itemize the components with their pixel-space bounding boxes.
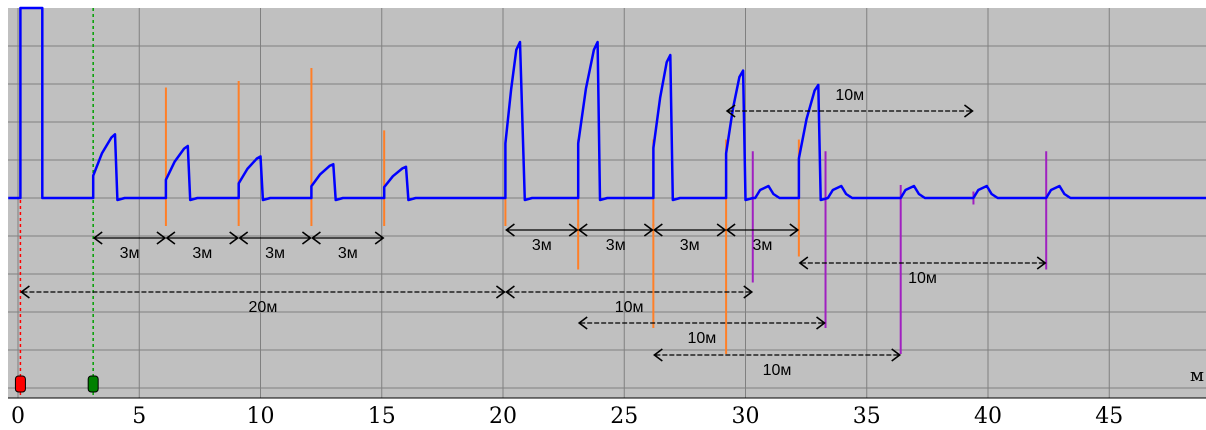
arrow-head-right <box>1036 256 1047 270</box>
x-tick-label: 5 <box>132 404 146 429</box>
distance-label: 3м <box>120 245 140 262</box>
grid <box>8 8 1206 398</box>
distance-label: 3м <box>192 245 212 262</box>
distance-label: 3м <box>532 237 552 254</box>
arrow-head-right <box>643 223 654 237</box>
distance-label: 10м <box>835 87 864 104</box>
red-cursor-marker <box>14 375 26 393</box>
signal-trace <box>8 6 1206 202</box>
arrow-head-left <box>311 231 321 245</box>
x-tick-label: 35 <box>853 404 881 429</box>
distance-label: 3м <box>265 245 285 262</box>
plot-area <box>8 8 1206 398</box>
x-tick-label: 25 <box>610 404 638 429</box>
arrow-head-right <box>816 316 826 330</box>
arrow-head-left <box>165 231 176 245</box>
distance-label: 10м <box>687 330 716 347</box>
arrow-head-left <box>577 223 588 237</box>
arrow-head-right <box>743 285 754 299</box>
arrow-head-right <box>716 223 727 237</box>
distance-label: 20м <box>249 299 278 316</box>
arrow-head-left <box>725 223 736 237</box>
arrow-head-left <box>20 285 30 299</box>
arrow-head-left <box>653 223 663 237</box>
arrow-head-left <box>505 223 515 237</box>
arrow-head-left <box>92 231 103 245</box>
x-tick-label: 10 <box>247 404 275 429</box>
green-cursor-marker <box>87 375 99 393</box>
x-tick-label: 0 <box>11 404 25 429</box>
arrow-head-right <box>229 231 240 245</box>
distance-label: 3м <box>338 245 358 262</box>
distance-label: 10м <box>908 270 937 287</box>
arrow-head-right <box>156 231 167 245</box>
distance-annotations: 3м 3м 3м 3м 3м 3м 3м 3м 20м 10м 10м 10м 10м 10м <box>20 87 1047 379</box>
arrow-head-right <box>789 223 800 237</box>
x-unit-label: м <box>1190 365 1204 386</box>
x-axis: 0 5 10 15 20 25 30 35 40 45 <box>8 397 1206 429</box>
arrow-head-right <box>891 348 902 362</box>
arrow-head-left <box>653 348 663 362</box>
arrow-head-right <box>301 231 312 245</box>
x-tick-label: 20 <box>489 404 517 429</box>
signal-line <box>8 6 1206 202</box>
arrow-head-left <box>725 104 736 118</box>
arrow-head-left <box>577 316 588 330</box>
cursor-lines <box>19 8 94 398</box>
arrow-head-left <box>798 256 809 270</box>
x-tick-label: 15 <box>368 404 396 429</box>
distance-label: 10м <box>615 299 644 316</box>
distance-label: 3м <box>753 237 773 254</box>
x-tick-label: 45 <box>1095 404 1123 429</box>
arrow-head-right <box>374 231 385 245</box>
distance-label: 10м <box>763 362 792 379</box>
x-tick-label: 40 <box>974 404 1002 429</box>
distance-label: 3м <box>680 237 700 254</box>
cursor-markers <box>14 375 99 393</box>
distance-label: 3м <box>606 237 626 254</box>
arrow-head-right <box>495 285 506 299</box>
x-tick-label: 30 <box>732 404 760 429</box>
arrow-head-left <box>505 285 515 299</box>
arrow-head-right <box>963 104 974 118</box>
arrow-head-left <box>238 231 249 245</box>
arrow-head-right <box>568 223 579 237</box>
